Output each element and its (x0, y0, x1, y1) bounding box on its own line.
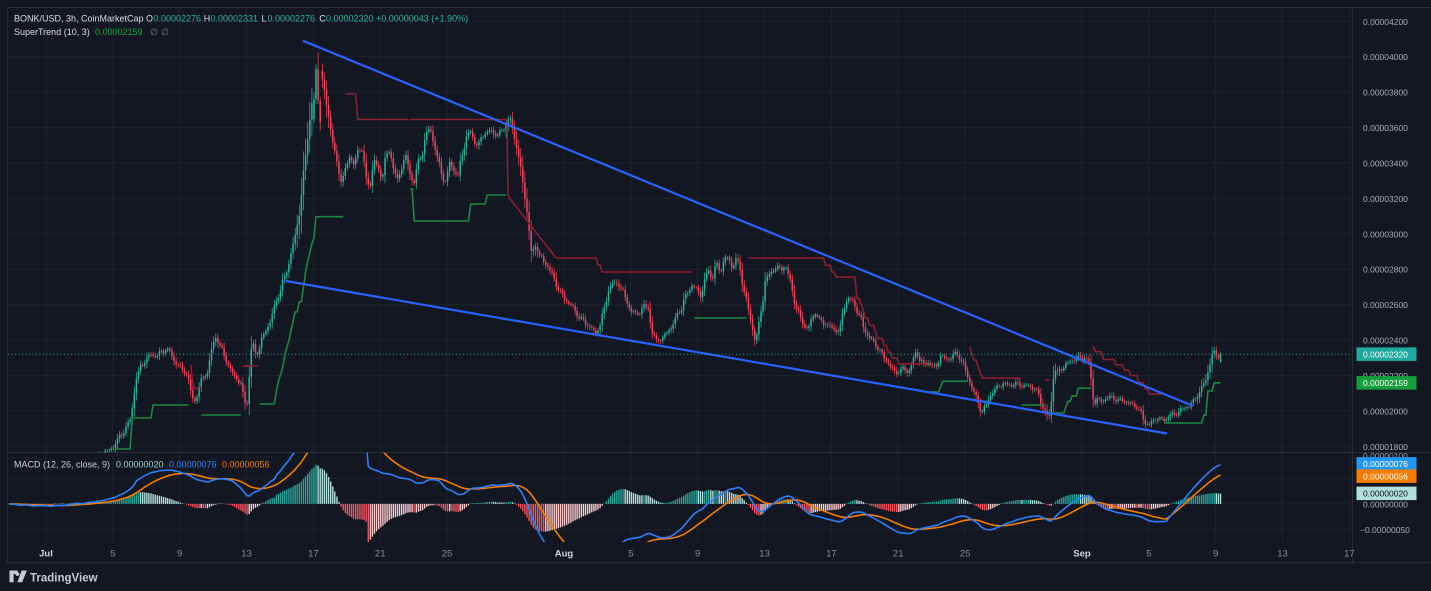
svg-text:25: 25 (442, 549, 453, 560)
svg-text:9: 9 (1213, 549, 1218, 560)
svg-text:21: 21 (893, 549, 904, 560)
svg-text:TradingView: TradingView (30, 573, 98, 585)
svg-text:0.00004200: 0.00004200 (1363, 17, 1408, 27)
svg-text:13: 13 (241, 549, 252, 560)
svg-text:0.00002320: 0.00002320 (1363, 349, 1408, 359)
svg-text:17: 17 (308, 549, 319, 560)
svg-text:0.00002400: 0.00002400 (1363, 336, 1408, 346)
svg-text:5: 5 (1146, 549, 1151, 560)
svg-text:0.00004000: 0.00004000 (1363, 52, 1408, 62)
svg-text:∅: ∅ (150, 27, 158, 37)
svg-text:C: C (319, 14, 326, 24)
svg-text:17: 17 (1344, 549, 1355, 560)
svg-text:L: L (262, 14, 267, 24)
svg-text:0.00002320: 0.00002320 (326, 14, 374, 24)
svg-text:0.00002276: 0.00002276 (154, 14, 202, 24)
svg-text:O: O (146, 14, 153, 24)
svg-text:0.00000056: 0.00000056 (222, 460, 270, 470)
svg-text:5: 5 (628, 549, 633, 560)
svg-text:0.00003600: 0.00003600 (1363, 123, 1408, 133)
svg-text:−0.00000050: −0.00000050 (1360, 525, 1410, 535)
svg-text:13: 13 (1277, 549, 1288, 560)
svg-text:0.00002276: 0.00002276 (268, 14, 316, 24)
svg-text:0.00002800: 0.00002800 (1363, 265, 1408, 275)
svg-text:0.00002331: 0.00002331 (211, 14, 259, 24)
svg-text:+0.00000043 (+1.90%): +0.00000043 (+1.90%) (376, 14, 468, 24)
svg-text:0.00000100: 0.00000100 (1363, 451, 1408, 461)
svg-text:∅: ∅ (161, 27, 169, 37)
svg-text:0.00003400: 0.00003400 (1363, 159, 1408, 169)
svg-text:0.00003200: 0.00003200 (1363, 194, 1408, 204)
svg-text:0.00002159: 0.00002159 (95, 27, 143, 37)
svg-text:0.00002600: 0.00002600 (1363, 300, 1408, 310)
svg-text:0.00001800: 0.00001800 (1363, 442, 1408, 452)
svg-text:0.00003800: 0.00003800 (1363, 88, 1408, 98)
svg-text:0.00000000: 0.00000000 (1363, 499, 1408, 509)
svg-text:25: 25 (960, 549, 971, 560)
svg-text:13: 13 (759, 549, 770, 560)
svg-text:Aug: Aug (555, 549, 574, 560)
svg-text:0.00000020: 0.00000020 (1363, 489, 1408, 499)
svg-text:0.00000076: 0.00000076 (169, 460, 217, 470)
svg-text:BONK/USD, 3h, CoinMarketCap: BONK/USD, 3h, CoinMarketCap (14, 14, 144, 24)
svg-text:MACD (12, 26, close, 9): MACD (12, 26, close, 9) (14, 460, 110, 470)
svg-text:9: 9 (177, 549, 182, 560)
svg-text:0.00003000: 0.00003000 (1363, 229, 1408, 239)
svg-text:Sep: Sep (1073, 549, 1091, 560)
svg-text:9: 9 (695, 549, 700, 560)
svg-text:0.00000076: 0.00000076 (1363, 459, 1408, 469)
svg-text:Jul: Jul (39, 549, 53, 560)
svg-text:0.00002200: 0.00002200 (1363, 371, 1408, 381)
svg-text:5: 5 (110, 549, 115, 560)
svg-text:H: H (204, 14, 211, 24)
svg-text:21: 21 (375, 549, 386, 560)
svg-text:17: 17 (826, 549, 837, 560)
svg-text:0.00000020: 0.00000020 (116, 460, 164, 470)
svg-text:0.00002159: 0.00002159 (1363, 378, 1408, 388)
svg-text:0.00002000: 0.00002000 (1363, 406, 1408, 416)
svg-text:SuperTrend (10, 3): SuperTrend (10, 3) (14, 27, 90, 37)
svg-text:0.00000056: 0.00000056 (1363, 471, 1408, 481)
